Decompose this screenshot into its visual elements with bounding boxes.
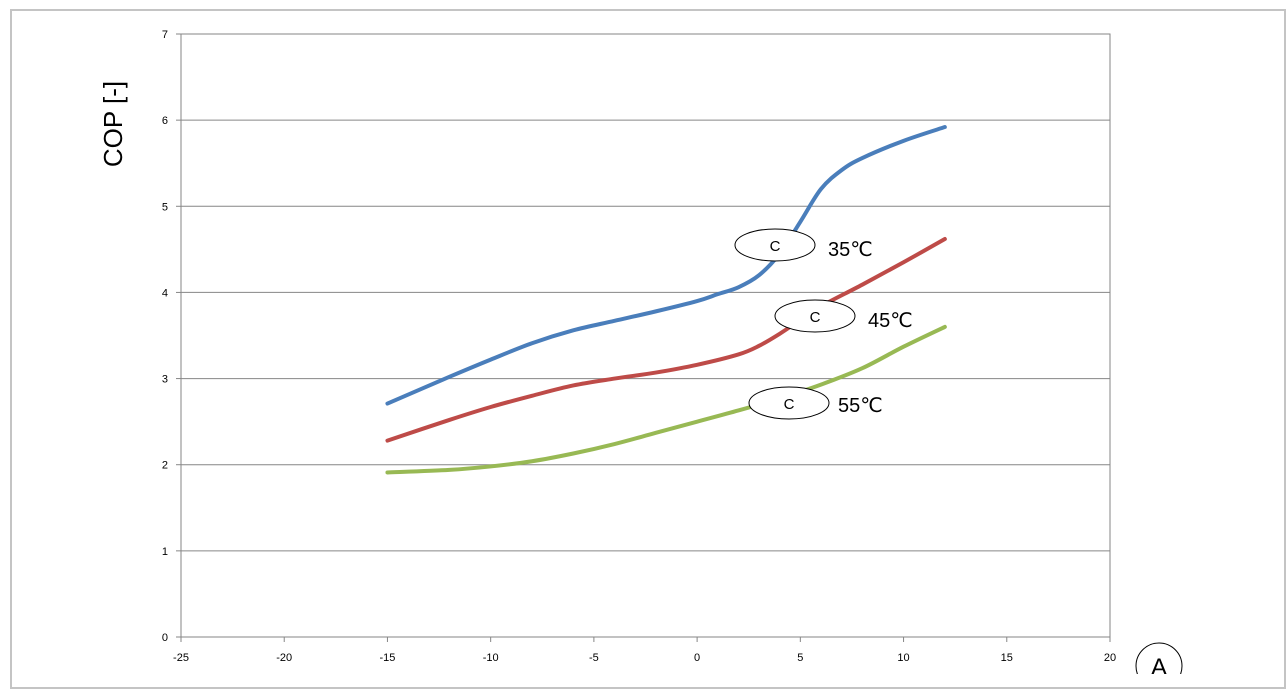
x-tick-label-20: 20: [1104, 652, 1116, 664]
x-tick-label-5: 5: [797, 652, 803, 664]
x-axis-marker-circle: [1135, 642, 1183, 674]
x-tick-label-15: 15: [1001, 652, 1013, 664]
series-label-35C: 35℃: [828, 239, 873, 261]
callout-ellipse-35C: [734, 228, 816, 262]
x-axis-marker-label: A: [1151, 654, 1167, 674]
callout-ellipse-55C: [748, 386, 830, 420]
x-tick-label--15: -15: [379, 652, 395, 664]
y-tick-label-2: 2: [162, 460, 168, 472]
y-tick-label-0: 0: [162, 632, 168, 644]
y-tick-label-6: 6: [162, 115, 168, 127]
series-line-55C: [385, 324, 947, 475]
series-line-45C: [385, 237, 947, 443]
x-tick-label--5: -5: [589, 652, 599, 664]
callout-ellipse-45C: [774, 299, 856, 333]
series-label-45C: 45℃: [868, 310, 913, 332]
cop-chart: 0 1 2 3 4 5 6 7 -25 -20 -15 -10 -5 0 5 10 15 20 COP [-] C 35…: [98, 29, 1183, 674]
callout-letter-55C: C: [784, 396, 795, 413]
y-tick-label-7: 7: [162, 29, 168, 41]
x-tick-label--20: -20: [276, 652, 292, 664]
plot-area: [180, 33, 1111, 638]
y-tick-label-4: 4: [162, 287, 168, 299]
series-line-35C: [385, 125, 947, 406]
y-tick-label-5: 5: [162, 201, 168, 213]
callout-letter-35C: C: [770, 238, 781, 255]
x-tick-label-0: 0: [694, 652, 700, 664]
y-tick-label-3: 3: [162, 374, 168, 386]
x-tick-label-10: 10: [897, 652, 909, 664]
callout-letter-45C: C: [810, 309, 821, 326]
y-tick-label-1: 1: [162, 546, 168, 558]
series-label-55C: 55℃: [838, 395, 883, 417]
x-tick-label--10: -10: [483, 652, 499, 664]
x-tick-label--25: -25: [173, 652, 189, 664]
y-axis-label: COP [-]: [98, 81, 128, 167]
